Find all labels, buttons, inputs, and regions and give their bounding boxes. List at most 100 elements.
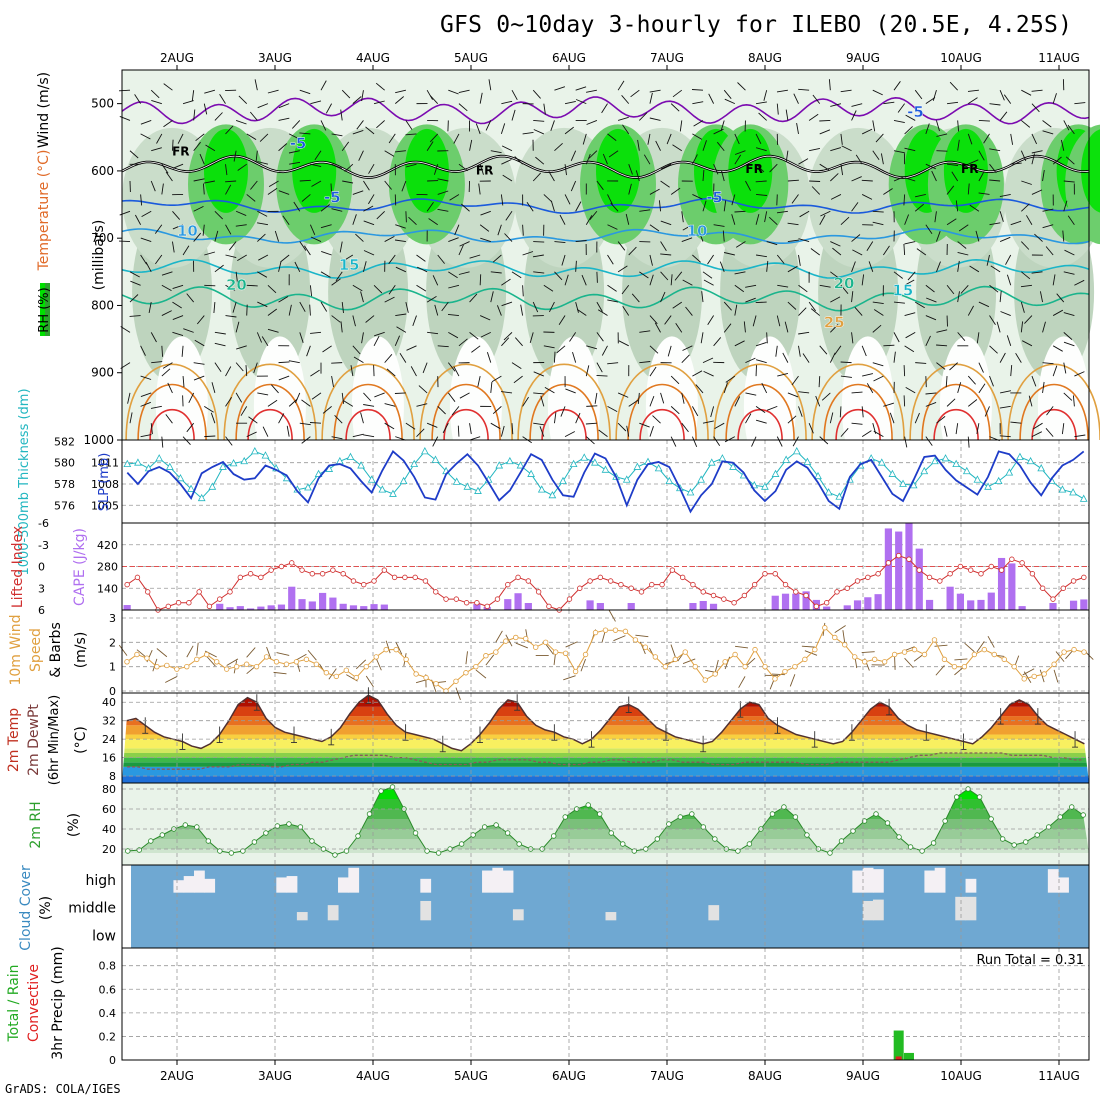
wind-speed-line-point: [343, 667, 350, 674]
wind-barb: [564, 100, 576, 105]
wind-barb: [710, 406, 715, 418]
wind-barb: [1020, 150, 1027, 161]
wind-barb: [851, 422, 863, 425]
lifted-index-line-point: [649, 581, 655, 588]
wind-barb: [734, 133, 740, 145]
wind-barb: [511, 423, 514, 435]
cape-bar: [689, 603, 697, 610]
wind-barb: [851, 332, 854, 344]
wind-barb: [373, 335, 380, 347]
wind-barb: [204, 284, 216, 287]
temp-contour-15: [121, 258, 1090, 279]
wind-barb: [1032, 422, 1043, 430]
surface-wind-barb: [156, 648, 168, 658]
wind-barb: [702, 169, 705, 182]
wind-barb: [129, 150, 139, 159]
wind-barb: [768, 216, 778, 226]
wind-speed-line-point: [483, 653, 489, 659]
wind-barb: [947, 101, 959, 105]
wind-barb: [458, 163, 469, 172]
wind-barb: [851, 391, 863, 394]
wind-barb: [755, 213, 760, 225]
precip-tick-label: 0.6: [99, 983, 117, 996]
wind-barb: [915, 362, 927, 364]
wind-barb: [311, 180, 322, 187]
wind-barb: [261, 336, 269, 347]
wind-barb: [755, 163, 765, 173]
wind-barb: [698, 231, 704, 242]
wind-barb: [219, 94, 226, 104]
wind-barb: [211, 382, 216, 394]
temp-contour-minus10: [121, 96, 1090, 125]
wind-speed-line-point: [832, 634, 838, 641]
wind-barb: [861, 128, 873, 135]
wind-speed-line-point: [413, 671, 419, 677]
wind-barb: [193, 141, 201, 152]
wind-barb: [776, 315, 781, 327]
wind-barb: [183, 328, 194, 333]
wind-barb: [267, 284, 277, 294]
wind-barb: [360, 291, 364, 303]
wind-barb: [533, 271, 545, 274]
wind-barb: [491, 375, 502, 383]
wind-barb: [607, 254, 614, 265]
thickness-line-point: [378, 485, 387, 493]
wind-barb: [725, 375, 736, 383]
wind-barb: [236, 345, 247, 350]
wind-barb: [625, 213, 630, 225]
rh-tick-label: 40: [102, 823, 116, 836]
wind-barb: [649, 224, 660, 232]
temperature-tick-label: 32: [102, 715, 116, 728]
wind-barb: [755, 147, 767, 152]
wind-barb: [925, 401, 937, 407]
wind-speed-line-point: [164, 662, 170, 669]
wind-barb: [560, 406, 566, 417]
date-label-top: 2AUG: [160, 51, 194, 65]
wind-barb: [701, 291, 704, 303]
wind-barb: [286, 425, 290, 437]
wind-barb: [601, 345, 608, 356]
wind-barb: [358, 150, 364, 161]
lifted-index-line-point: [998, 567, 1005, 573]
wind-barb: [237, 163, 247, 171]
wind-barb: [707, 315, 714, 326]
wind-barb: [702, 140, 707, 151]
rh-line-point: [838, 838, 845, 844]
wind-barb: [626, 425, 630, 437]
temperature-axis-label-1: 2m Temp: [6, 708, 22, 772]
wind-barb: [558, 315, 566, 326]
wind-barb: [999, 194, 1011, 198]
temperature-band: [122, 766, 1089, 777]
wind-barb: [257, 222, 269, 226]
lifted-index-line-point: [278, 563, 285, 570]
surface-wind-barb: [789, 674, 796, 687]
wind-barb: [257, 271, 268, 278]
wind-barb: [782, 352, 789, 363]
wind-barb: [582, 133, 587, 145]
wind-barb: [257, 103, 269, 109]
wind-speed-line-point: [692, 663, 698, 670]
lifted-index-line-point: [474, 600, 480, 606]
wind-axis-label-3: & Barbs: [48, 622, 64, 678]
rh-axis-label-1: 2m RH: [28, 801, 44, 848]
wind-barb: [722, 230, 725, 242]
wind-barb: [554, 241, 566, 244]
rh-line-point: [332, 852, 338, 858]
wind-barb: [376, 120, 385, 129]
thickness-line-point: [994, 476, 1003, 485]
wind-barb: [480, 237, 491, 242]
wind-speed-line-point: [871, 656, 878, 663]
lifted-index-line-point: [186, 600, 192, 606]
lifted-index-line-point: [443, 596, 449, 602]
lifted-index-line-point: [916, 567, 922, 573]
lifted-index-line-point: [854, 578, 861, 584]
wind-barb: [903, 194, 906, 206]
wind-barb: [852, 249, 863, 256]
rh-line-point: [735, 848, 741, 854]
wind-barb: [161, 436, 164, 448]
wind-barb: [905, 387, 916, 394]
wind-barb: [682, 224, 693, 231]
wind-barb: [267, 187, 278, 195]
wind-barb: [572, 351, 577, 363]
wind-barb: [967, 436, 970, 448]
